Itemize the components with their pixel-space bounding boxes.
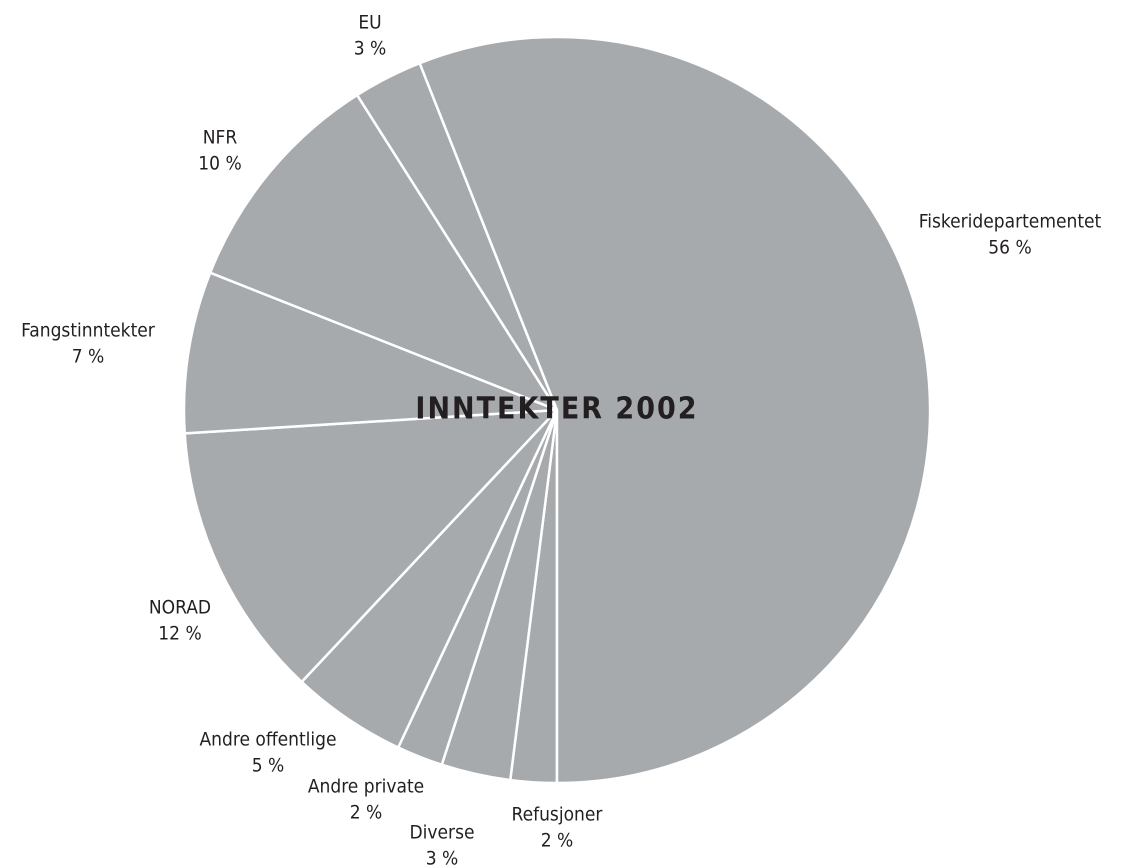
slice-label: Fiskeridepartementet [919, 211, 1102, 233]
value-label: 10 % [198, 153, 241, 175]
value-label: 12 % [158, 623, 201, 645]
slice-label: Andre offentlige [199, 729, 336, 751]
slice-label: Andre private [308, 776, 424, 798]
slice-label: Diverse [410, 822, 475, 844]
value-label: 5 % [252, 755, 285, 777]
chart-title: INNTEKTER 2002 [415, 392, 698, 427]
slice-label: NORAD [149, 597, 211, 619]
value-label: 3 % [354, 38, 387, 60]
slice-label: Fangstinntekter [21, 320, 156, 342]
pie-slice [418, 35, 932, 785]
value-label: 3 % [426, 848, 459, 867]
value-label: 2 % [541, 830, 574, 852]
slice-label: EU [358, 12, 381, 34]
pie-slice [208, 93, 561, 413]
pie-slice [183, 408, 561, 684]
pie-slice [182, 271, 558, 435]
value-label: 56 % [988, 237, 1031, 259]
slice-label: NFR [203, 127, 238, 149]
value-label: 2 % [350, 802, 383, 824]
value-label: 7 % [72, 346, 105, 368]
slice-label: Refusjoner [512, 804, 604, 826]
